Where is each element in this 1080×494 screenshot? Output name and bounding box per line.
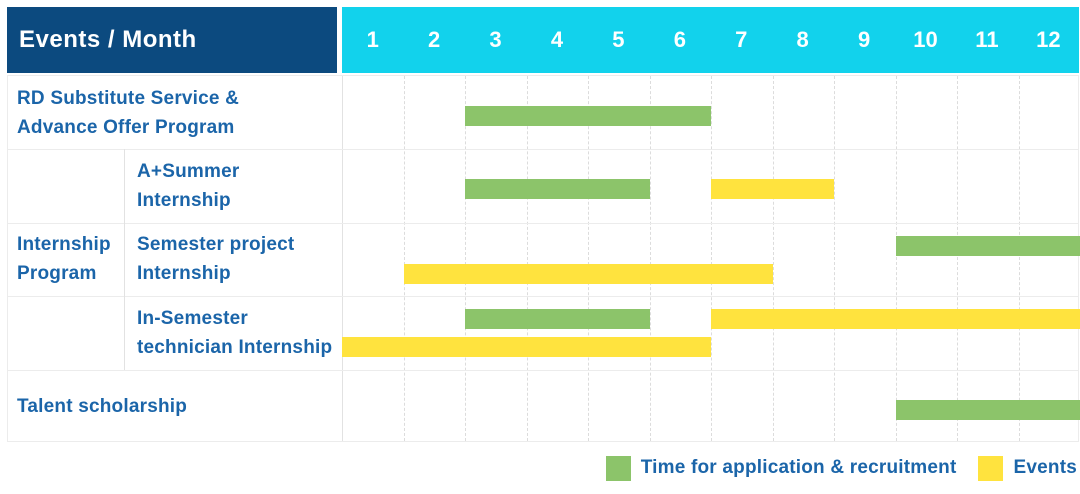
month-gridline-11 [1018, 76, 1020, 441]
legend-label-application: Time for application & recruitment [640, 457, 957, 478]
semester-project-internship-event-bar-1 [403, 263, 773, 284]
page-title: Events / Month [19, 26, 197, 53]
month-header-10: 10 [913, 27, 938, 52]
row-label-semester-project-internship: Semester project Internship [124, 223, 342, 296]
month-gridline-9 [895, 76, 897, 441]
month-gridline-10 [957, 76, 958, 441]
month-header-row: 1 2 3 4 5 6 7 8 9 10 11 12 [342, 7, 1079, 73]
legend-swatch-application [605, 455, 631, 481]
row-label-line: RD Substitute Service & [17, 87, 240, 109]
month-header-11: 11 [975, 27, 999, 52]
a-plus-summer-internship-event-bar-1 [711, 179, 834, 200]
talent-scholarship-application-bar-0 [895, 399, 1080, 420]
row-label-line: Internship [137, 263, 231, 285]
month-gridline-4 [588, 76, 589, 441]
month-gridline-2 [465, 76, 466, 441]
row-separator-1 [8, 149, 1078, 151]
in-semester-technician-internship-event-bar-2 [342, 337, 711, 358]
month-gridline-1 [403, 76, 405, 441]
row-label-line: Talent scholarship [17, 395, 188, 417]
row-label-talent-scholarship: Talent scholarship [8, 370, 342, 443]
month-header-12: 12 [1036, 27, 1061, 52]
row-label-line: Internship [137, 190, 231, 212]
legend-label-events: Events [1013, 457, 1077, 478]
month-gridline-8 [834, 76, 835, 441]
row-label-a-plus-summer-internship: A+Summer Internship [124, 149, 342, 222]
month-gridline-6 [711, 76, 712, 441]
month-header-5: 5 [612, 27, 625, 52]
row-label-line: A+Summer [137, 161, 240, 183]
label-grid-divider [342, 76, 343, 441]
rd-substitute-service-application-bar-0 [465, 106, 711, 126]
in-semester-technician-internship-event-bar-1 [711, 309, 1080, 330]
month-header-6: 6 [673, 27, 686, 52]
events-month-header-cell: Events / Month [7, 7, 337, 73]
in-semester-technician-internship-application-bar-0 [465, 309, 650, 330]
month-header-8: 8 [796, 27, 809, 52]
row-separator-4 [8, 369, 1078, 371]
chart-body: Internship Program RD Substitute Service &… [7, 75, 1080, 443]
row-label-line: Semester project [137, 234, 295, 256]
row-label-in-semester-technician-internship: In-Semester technician Internship [124, 296, 342, 369]
month-gridline-5 [649, 76, 651, 441]
month-header-4: 4 [550, 27, 564, 52]
row-label-line: technician Internship [137, 336, 333, 358]
group-subcolumn-divider [124, 149, 125, 370]
row-label-rd-substitute-service: RD Substitute Service & Advance Offer Pro… [8, 76, 342, 149]
month-header-7: 7 [735, 27, 748, 52]
row-separator-2 [8, 222, 1078, 224]
row-label-line: In-Semester [137, 307, 248, 329]
month-header-3: 3 [489, 27, 502, 52]
month-header-9: 9 [857, 27, 871, 52]
row-label-line: Advance Offer Program [17, 116, 235, 138]
group-label-line: Program [17, 263, 97, 285]
semester-project-internship-application-bar-0 [895, 235, 1080, 256]
month-header-1: 1 [366, 27, 379, 52]
month-gridline-7 [772, 76, 774, 441]
a-plus-summer-internship-application-bar-0 [465, 179, 650, 200]
month-header-2: 2 [428, 27, 441, 52]
legend-swatch-event [978, 455, 1004, 481]
row-separator-3 [8, 296, 1078, 298]
month-gridline-3 [526, 76, 528, 441]
group-label-line: Internship [17, 234, 111, 256]
group-label-internship-program: Internship Program [8, 149, 124, 369]
legend: Time for application & recruitment Event… [7, 442, 1077, 494]
